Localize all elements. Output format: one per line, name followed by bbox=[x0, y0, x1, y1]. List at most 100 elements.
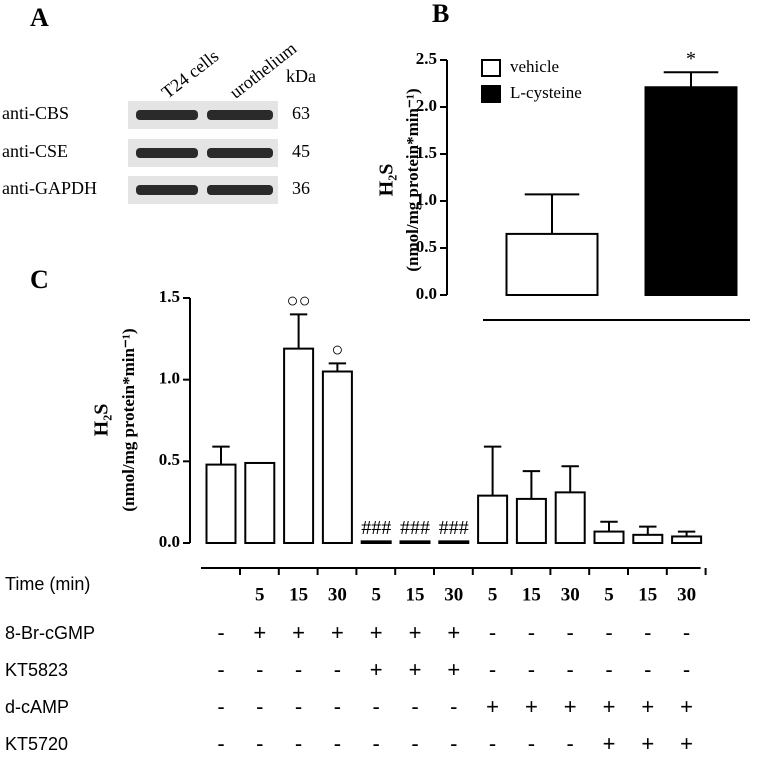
condition-label: 8-Br-cGMP bbox=[5, 623, 95, 643]
condition-sign: - bbox=[334, 657, 341, 682]
y-axis-label: H₂S bbox=[376, 164, 398, 197]
bar bbox=[671, 535, 703, 545]
x-tick-label: 5 bbox=[371, 584, 381, 605]
legend-label: vehicle bbox=[510, 57, 559, 76]
condition-sign: + bbox=[564, 694, 577, 719]
blot-kda: 36 bbox=[292, 178, 310, 198]
legend-swatch bbox=[481, 85, 501, 103]
bar bbox=[399, 540, 431, 544]
condition-sign: - bbox=[528, 620, 535, 645]
blot-band bbox=[207, 185, 273, 195]
bar bbox=[505, 232, 599, 296]
y-axis-unit: (nmol/mg protein*min⁻¹) bbox=[119, 328, 138, 511]
significance-mark: ○○ bbox=[287, 290, 311, 312]
condition-sign: + bbox=[603, 731, 616, 756]
condition-sign: + bbox=[447, 657, 460, 682]
bar bbox=[593, 530, 625, 544]
condition-sign: - bbox=[295, 694, 302, 719]
y-tick-label: 1.5 bbox=[159, 287, 180, 306]
condition-sign: - bbox=[528, 657, 535, 682]
condition-sign: - bbox=[295, 731, 302, 756]
condition-sign: + bbox=[292, 620, 305, 645]
condition-sign: - bbox=[217, 731, 224, 756]
blot-column: T24 cells bbox=[158, 46, 223, 103]
condition-sign: - bbox=[334, 731, 341, 756]
condition-sign: + bbox=[447, 620, 460, 645]
bar bbox=[632, 533, 664, 544]
condition-sign: - bbox=[605, 657, 612, 682]
condition-sign: - bbox=[295, 657, 302, 682]
condition-sign: - bbox=[217, 657, 224, 682]
condition-sign: - bbox=[489, 731, 496, 756]
condition-sign: - bbox=[256, 731, 263, 756]
bar bbox=[283, 347, 315, 544]
condition-sign: - bbox=[256, 694, 263, 719]
bar bbox=[438, 540, 470, 544]
legend-label: L-cysteine bbox=[510, 83, 582, 102]
condition-sign: + bbox=[680, 694, 693, 719]
y-tick-label: 0.5 bbox=[416, 237, 437, 256]
y-tick-label: 1.5 bbox=[416, 143, 437, 162]
y-axis-unit: (nmol/mg protein*min⁻¹) bbox=[403, 88, 422, 271]
condition-sign: + bbox=[641, 694, 654, 719]
condition-sign: + bbox=[370, 657, 383, 682]
x-axis-label: Time (min) bbox=[5, 574, 90, 594]
condition-sign: - bbox=[644, 657, 651, 682]
bar bbox=[644, 86, 738, 297]
significance-mark: ### bbox=[361, 517, 391, 539]
condition-sign: - bbox=[334, 694, 341, 719]
x-tick-label: 30 bbox=[561, 584, 580, 605]
condition-sign: - bbox=[489, 657, 496, 682]
condition-sign: - bbox=[567, 620, 574, 645]
condition-sign: + bbox=[331, 620, 344, 645]
blot-row-label: anti-GAPDH bbox=[2, 178, 97, 198]
bar bbox=[244, 461, 276, 545]
blot-kda: 45 bbox=[292, 141, 310, 161]
condition-label: d-cAMP bbox=[5, 697, 69, 717]
blot-size-header: kDa bbox=[286, 66, 316, 86]
blot-band bbox=[207, 110, 273, 120]
significance-mark: ○ bbox=[331, 339, 343, 361]
x-tick-label: 30 bbox=[677, 584, 696, 605]
bar bbox=[477, 494, 509, 544]
condition-sign: - bbox=[683, 620, 690, 645]
y-tick-label: 0.0 bbox=[159, 532, 180, 551]
x-tick-label: 15 bbox=[406, 584, 425, 605]
condition-sign: - bbox=[528, 731, 535, 756]
x-tick-label: 30 bbox=[328, 584, 347, 605]
condition-sign: + bbox=[253, 620, 266, 645]
x-tick-label: 15 bbox=[522, 584, 541, 605]
blot-band bbox=[136, 185, 198, 195]
bar bbox=[515, 497, 547, 544]
blot-kda: 63 bbox=[292, 103, 310, 123]
blot-band bbox=[136, 148, 198, 158]
panel-label: B bbox=[432, 0, 449, 28]
bar bbox=[205, 463, 237, 545]
y-axis-label: H₂S bbox=[91, 404, 113, 437]
x-tick-label: 5 bbox=[255, 584, 265, 605]
x-tick-label: 15 bbox=[638, 584, 657, 605]
blot-band bbox=[136, 110, 198, 120]
y-tick-label: 2.0 bbox=[416, 96, 437, 115]
bar bbox=[321, 370, 353, 544]
condition-sign: - bbox=[411, 731, 418, 756]
significance-mark: ### bbox=[400, 517, 430, 539]
condition-sign: + bbox=[486, 694, 499, 719]
condition-sign: - bbox=[217, 620, 224, 645]
condition-sign: - bbox=[683, 657, 690, 682]
bar bbox=[554, 491, 586, 545]
blot-row-label: anti-CBS bbox=[2, 103, 69, 123]
x-tick-label: 15 bbox=[289, 584, 308, 605]
y-tick-label: 2.5 bbox=[416, 49, 437, 68]
y-tick-label: 1.0 bbox=[416, 190, 437, 209]
y-tick-label: 0.5 bbox=[159, 450, 180, 469]
condition-sign: + bbox=[370, 620, 383, 645]
x-tick-label: 5 bbox=[604, 584, 614, 605]
condition-sign: - bbox=[605, 620, 612, 645]
condition-sign: - bbox=[217, 694, 224, 719]
condition-sign: - bbox=[489, 620, 496, 645]
significance-mark: * bbox=[686, 48, 696, 70]
condition-sign: - bbox=[644, 620, 651, 645]
y-tick-label: 1.0 bbox=[159, 369, 180, 388]
